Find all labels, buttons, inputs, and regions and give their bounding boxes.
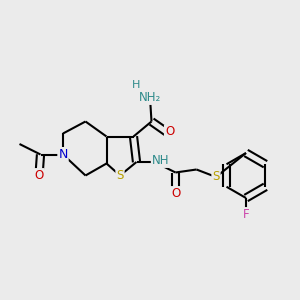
Text: S: S xyxy=(116,169,124,182)
Text: NH: NH xyxy=(152,154,169,167)
Text: O: O xyxy=(165,125,174,139)
Text: NH₂: NH₂ xyxy=(139,91,161,104)
Text: O: O xyxy=(171,187,180,200)
Text: S: S xyxy=(212,170,220,184)
Text: N: N xyxy=(58,148,68,161)
Text: H: H xyxy=(132,80,141,91)
Text: F: F xyxy=(243,208,249,221)
Text: O: O xyxy=(34,169,43,182)
